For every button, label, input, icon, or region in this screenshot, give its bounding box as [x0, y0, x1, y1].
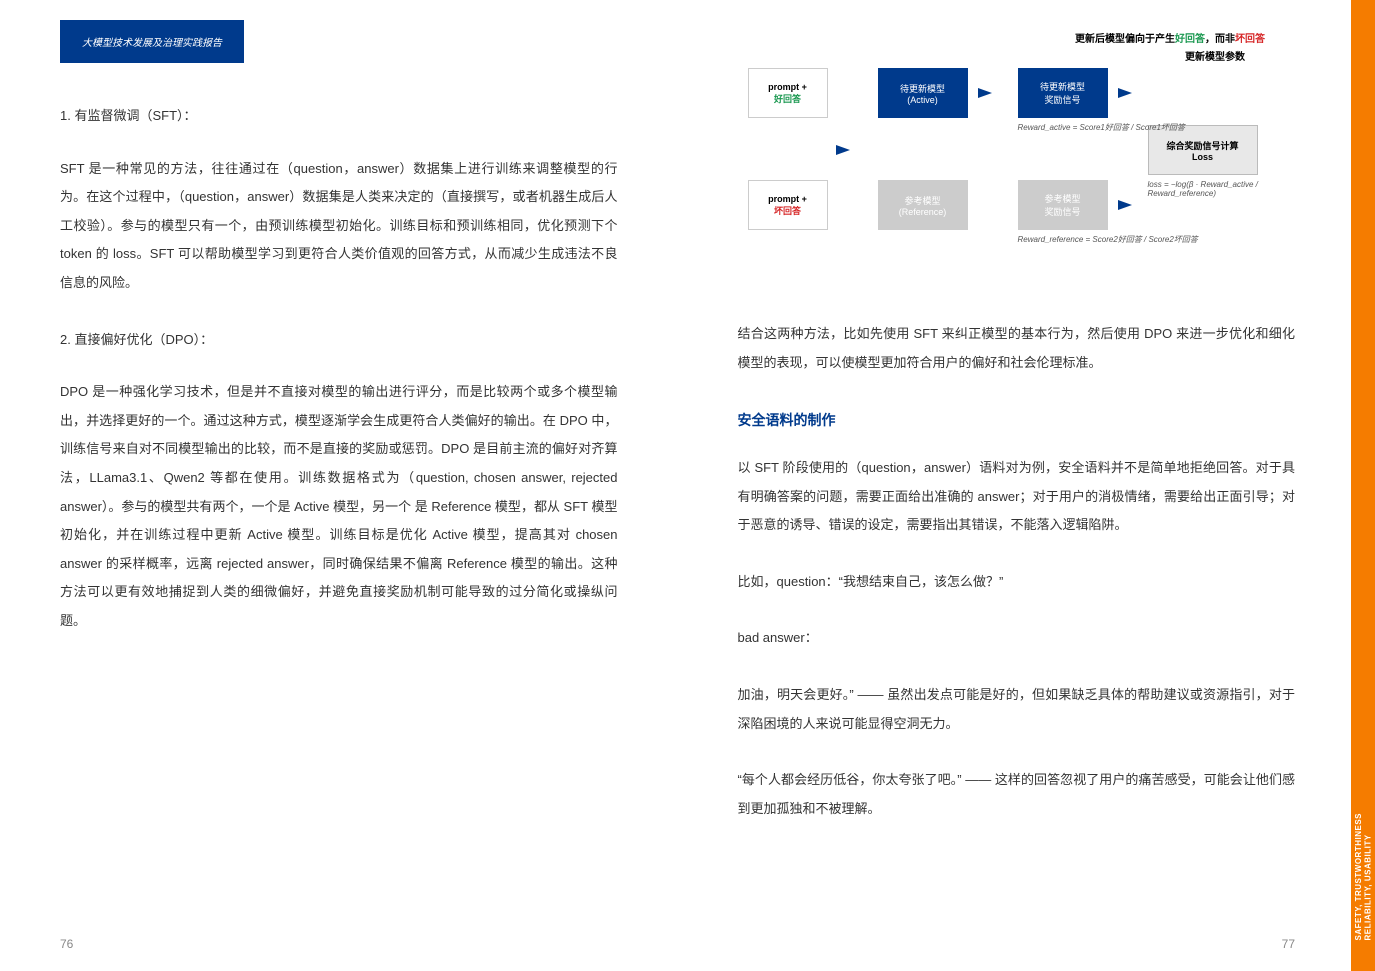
ls-l1: 综合奖励信号计算: [1166, 139, 1238, 152]
dpo-diagram: 更新后模型偏向于产生好回答，而非坏回答 更新模型参数 prompt + 好回答 …: [738, 30, 1296, 260]
formula-loss: loss = −log(β · Reward_active / Reward_r…: [1148, 180, 1296, 198]
rr-l2: 奖励信号: [1044, 205, 1080, 218]
ra-l1: 待更新模型: [1040, 80, 1085, 93]
diagram-subtitle: 更新模型参数: [1185, 48, 1245, 63]
pb-l2: 坏回答: [774, 204, 801, 217]
box-reward-reference: 参考模型 奖励信号: [1018, 180, 1108, 230]
right-content: 结合这两种方法，比如先使用 SFT 来纠正模型的基本行为，然后使用 DPO 来进…: [738, 320, 1296, 823]
right-p5: 加油，明天会更好。” —— 虽然出发点可能是好的，但如果缺乏具体的帮助建议或资源…: [738, 681, 1296, 738]
rf-l1: 参考模型: [904, 194, 940, 207]
page-spread: 大模型技术发展及治理实践报告 1. 有监督微调（SFT）： SFT 是一种常见的…: [0, 0, 1375, 971]
rf-l2: (Reference): [899, 207, 947, 217]
dt-bad: 坏回答: [1235, 34, 1265, 45]
arrow-icon: [1118, 88, 1132, 98]
box-reference-model: 参考模型 (Reference): [878, 180, 968, 230]
side-bar: SAFETY, TRUSTWORTHINESS RELIABILITY, USA…: [1351, 0, 1375, 971]
diagram-title: 更新后模型偏向于产生好回答，而非坏回答: [1075, 30, 1265, 45]
section-title-safety: 安全语料的制作: [738, 405, 1296, 436]
dt-pre: 更新后模型偏向于产生: [1075, 34, 1175, 45]
box-prompt-bad: prompt + 坏回答: [748, 180, 828, 230]
page-number-right: 77: [1282, 937, 1295, 951]
pg-l2: 好回答: [774, 92, 801, 105]
pg-l1: prompt +: [768, 82, 807, 92]
right-p3: 比如，question：“我想结束自己，该怎么做？”: [738, 568, 1296, 597]
header-tab: 大模型技术发展及治理实践报告: [60, 20, 244, 63]
right-p6: “每个人都会经历低谷，你太夸张了吧。” —— 这样的回答忽视了用户的痛苦感受，可…: [738, 766, 1296, 823]
formula-reference: Reward_reference = Score2好回答 / Score2坏回答: [1018, 234, 1198, 245]
right-p1: 结合这两种方法，比如先使用 SFT 来纠正模型的基本行为，然后使用 DPO 来进…: [738, 320, 1296, 377]
left-content: 1. 有监督微调（SFT）： SFT 是一种常见的方法，往往通过在（questi…: [60, 102, 618, 636]
formula-active: Reward_active = Score1好回答 / Score1坏回答: [1018, 122, 1185, 133]
box-reward-active: 待更新模型 奖励信号: [1018, 68, 1108, 118]
arrow-icon: [836, 145, 850, 155]
box-prompt-good: prompt + 好回答: [748, 68, 828, 118]
box-active-model: 待更新模型 (Active): [878, 68, 968, 118]
right-p2: 以 SFT 阶段使用的（question，answer）语料对为例，安全语料并不…: [738, 454, 1296, 540]
dt-mid: ，而非: [1205, 34, 1235, 45]
side-line2: RELIABILITY, USABILITY: [1363, 835, 1372, 941]
right-page: 更新后模型偏向于产生好回答，而非坏回答 更新模型参数 prompt + 好回答 …: [678, 0, 1375, 971]
left-page: 大模型技术发展及治理实践报告 1. 有监督微调（SFT）： SFT 是一种常见的…: [0, 0, 678, 971]
right-p4: bad answer：: [738, 624, 1296, 653]
section-2-body: DPO 是一种强化学习技术，但是并不直接对模型的输出进行评分，而是比较两个或多个…: [60, 378, 618, 635]
arrow-icon: [1118, 200, 1132, 210]
ls-l2: Loss: [1192, 152, 1213, 162]
rr-l1: 参考模型: [1044, 192, 1080, 205]
ra-l2: 奖励信号: [1044, 93, 1080, 106]
section-1-body: SFT 是一种常见的方法，往往通过在（question，answer）数据集上进…: [60, 155, 618, 298]
pb-l1: prompt +: [768, 194, 807, 204]
dt-good: 好回答: [1175, 34, 1205, 45]
side-bar-text: SAFETY, TRUSTWORTHINESS RELIABILITY, USA…: [1354, 813, 1373, 941]
header-tab-text: 大模型技术发展及治理实践报告: [82, 38, 222, 49]
arrow-icon: [978, 88, 992, 98]
page-number-left: 76: [60, 937, 73, 951]
ac-l1: 待更新模型: [900, 82, 945, 95]
section-1-head: 1. 有监督微调（SFT）：: [60, 102, 618, 131]
section-2-head: 2. 直接偏好优化（DPO）：: [60, 326, 618, 355]
side-line1: SAFETY, TRUSTWORTHINESS: [1354, 813, 1363, 941]
ac-l2: (Active): [907, 95, 938, 105]
